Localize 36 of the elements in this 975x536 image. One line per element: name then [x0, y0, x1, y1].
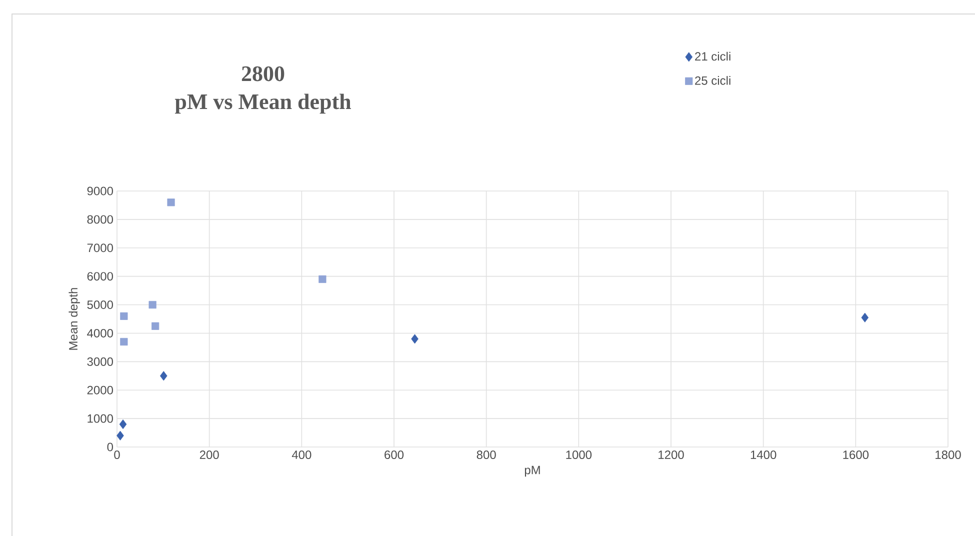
y-tick-label: 3000 — [87, 357, 113, 366]
y-axis-title: Mean depth — [68, 288, 80, 350]
point — [120, 338, 128, 346]
x-tick-label: 1400 — [750, 450, 776, 460]
y-tick-label: 7000 — [87, 244, 113, 252]
point — [152, 322, 160, 330]
y-tick-label: 9000 — [87, 186, 113, 196]
x-tick-label: 1600 — [843, 450, 869, 460]
y-tick-label: 8000 — [87, 215, 113, 224]
y-tick-label: 5000 — [87, 300, 113, 310]
y-tick-label: 4000 — [87, 328, 113, 338]
point — [160, 371, 168, 381]
legend-label: 25 cicli — [695, 76, 730, 85]
point — [411, 334, 418, 344]
x-tick-label: 400 — [292, 450, 312, 460]
point — [318, 275, 326, 283]
x-tick-label: 200 — [200, 450, 219, 460]
legend-label: 21 cicli — [695, 52, 730, 61]
y-tick-label: 2000 — [87, 386, 113, 394]
x-tick-label: 600 — [384, 450, 404, 460]
x-tick-label: 1800 — [936, 450, 961, 460]
y-tick-label: 1000 — [88, 414, 113, 423]
point — [120, 312, 128, 320]
chart-title: 2800 pM vs Mean depth — [174, 66, 351, 114]
point — [119, 419, 127, 430]
point — [116, 430, 124, 440]
x-tick-label: 800 — [476, 450, 496, 460]
x-tick-label: 0 — [114, 450, 120, 460]
y-tick-label: 0 — [107, 442, 114, 452]
point — [148, 300, 156, 309]
x-axis-title: pM — [524, 466, 540, 477]
point — [167, 198, 175, 206]
point — [861, 312, 869, 322]
x-tick-label: 1000 — [566, 450, 592, 460]
x-tick-label: 1200 — [658, 450, 684, 460]
y-tick-label: 6000 — [87, 272, 113, 281]
